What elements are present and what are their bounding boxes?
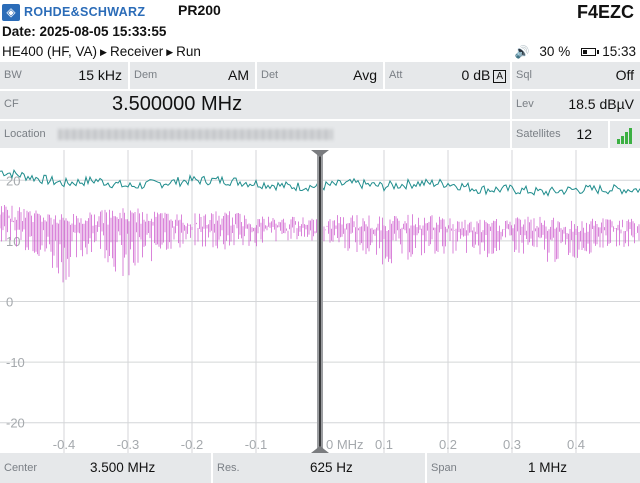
x-axis-labels: -0.4 -0.3 -0.2 -0.1 0 MHz 0.1 0.2 0.3 0.4 (53, 437, 585, 452)
rs-logo-icon: ◈ (2, 3, 20, 21)
res-label: Res. (217, 462, 240, 474)
device-model: PR200 (178, 2, 221, 18)
satellites-readout: Satellites 12 (512, 121, 610, 150)
dem-label: Dem (134, 69, 158, 81)
location-readout: Location (0, 121, 512, 150)
dem-value: AM (228, 67, 249, 83)
att-label: Att (389, 69, 403, 81)
brand-logo: ◈ ROHDE&SCHWARZ (2, 3, 145, 21)
breadcrumb-state[interactable]: Run (176, 44, 201, 59)
det-value: Avg (353, 67, 377, 83)
breadcrumb-antenna[interactable]: HE400 (HF, VA) (2, 44, 98, 59)
cf-value: 3.500000 MHz (112, 93, 243, 115)
status-bar: HE400 (HF, VA) ▶ Receiver ▶ Run 🔊 30 % 15:33 (0, 42, 640, 62)
attenuation-setting[interactable]: Att 0 dB A (385, 62, 512, 91)
header: ◈ ROHDE&SCHWARZ PR200 F4EZC Date: 2025-0… (0, 0, 640, 62)
x-tick-label: 0.1 (375, 437, 393, 452)
location-redacted (58, 129, 333, 140)
bw-value: 15 kHz (78, 67, 122, 83)
x-tick-label: 0.4 (567, 437, 585, 452)
lev-label: Lev (516, 98, 534, 110)
footer-bar: Center 3.500 MHz Res. 625 Hz Span 1 MHz (0, 453, 640, 483)
y-tick-label: 10 (6, 234, 20, 249)
cf-label: CF (4, 98, 19, 110)
x-tick-label: 0.3 (503, 437, 521, 452)
center-setting[interactable]: Center 3.500 MHz (0, 453, 213, 483)
x-tick-label: 0 MHz (326, 437, 364, 452)
bw-setting[interactable]: BW 15 kHz (0, 62, 130, 91)
gps-signal (610, 121, 640, 150)
breadcrumb-mode[interactable]: Receiver (109, 44, 164, 59)
center-frequency-setting[interactable]: CF 3.500000 MHz (0, 91, 512, 121)
span-value: 1 MHz (528, 460, 568, 475)
y-tick-label: 20 (6, 173, 20, 188)
att-value-group: 0 dB A (462, 67, 506, 84)
center-label: Center (4, 462, 38, 474)
res-value: 625 Hz (310, 460, 353, 475)
center-value: 3.500 MHz (90, 460, 156, 475)
system-tray: 🔊 30 % 15:33 (514, 44, 636, 59)
marker-top-handle (311, 150, 329, 157)
satellites-value: 12 (576, 126, 592, 142)
x-tick-label: -0.2 (181, 437, 203, 452)
x-tick-label: -0.3 (117, 437, 139, 452)
det-label: Det (261, 69, 279, 81)
x-tick-label: -0.4 (53, 437, 75, 452)
brand-name: ROHDE&SCHWARZ (24, 5, 146, 19)
sql-label: Sql (516, 69, 532, 81)
resolution-setting[interactable]: Res. 625 Hz (213, 453, 427, 483)
squelch-setting[interactable]: Sql Off (512, 62, 640, 91)
date-stamp: Date: 2025-08-05 15:33:55 (2, 24, 167, 39)
att-auto-badge: A (493, 70, 506, 83)
breadcrumb[interactable]: HE400 (HF, VA) ▶ Receiver ▶ Run (2, 44, 201, 59)
marker-core (319, 150, 321, 453)
chevron-right-icon: ▶ (166, 47, 174, 57)
bw-label: BW (4, 69, 22, 81)
y-tick-label: -20 (6, 416, 25, 431)
parameter-panel: BW 15 kHz Dem AM Det Avg Att 0 dB A Sql O… (0, 62, 640, 150)
satellites-label: Satellites (516, 128, 561, 140)
x-tick-label: -0.1 (245, 437, 267, 452)
marker-bottom-handle (311, 446, 329, 453)
lev-value: 18.5 dBµV (568, 96, 634, 112)
battery-icon (581, 47, 600, 56)
center-marker (311, 150, 329, 453)
detector-setting[interactable]: Det Avg (257, 62, 385, 91)
spectrum-chart[interactable]: 20 10 0 -10 -20 -0.4 -0.3 -0.2 -0.1 0 MHz 0.1 0.2 0… (0, 150, 640, 453)
x-tick-label: 0.2 (439, 437, 457, 452)
y-tick-label: 0 (6, 295, 13, 310)
demod-setting[interactable]: Dem AM (130, 62, 257, 91)
battery-fill (583, 49, 587, 54)
trace-series-1 (0, 205, 640, 283)
callsign: F4EZC (576, 2, 634, 22)
chevron-right-icon: ▶ (100, 47, 107, 57)
battery-percent: 30 % (539, 44, 571, 59)
speaker-icon[interactable]: 🔊 (514, 44, 530, 59)
sql-value: Off (615, 67, 634, 83)
span-label: Span (431, 462, 457, 474)
level-readout: Lev 18.5 dBµV (512, 91, 640, 121)
att-value: 0 dB (461, 67, 491, 83)
clock: 15:33 (602, 44, 636, 59)
y-tick-label: -10 (6, 355, 25, 370)
span-setting[interactable]: Span 1 MHz (427, 453, 640, 483)
signal-bars-icon (617, 128, 632, 144)
location-label: Location (4, 128, 46, 140)
